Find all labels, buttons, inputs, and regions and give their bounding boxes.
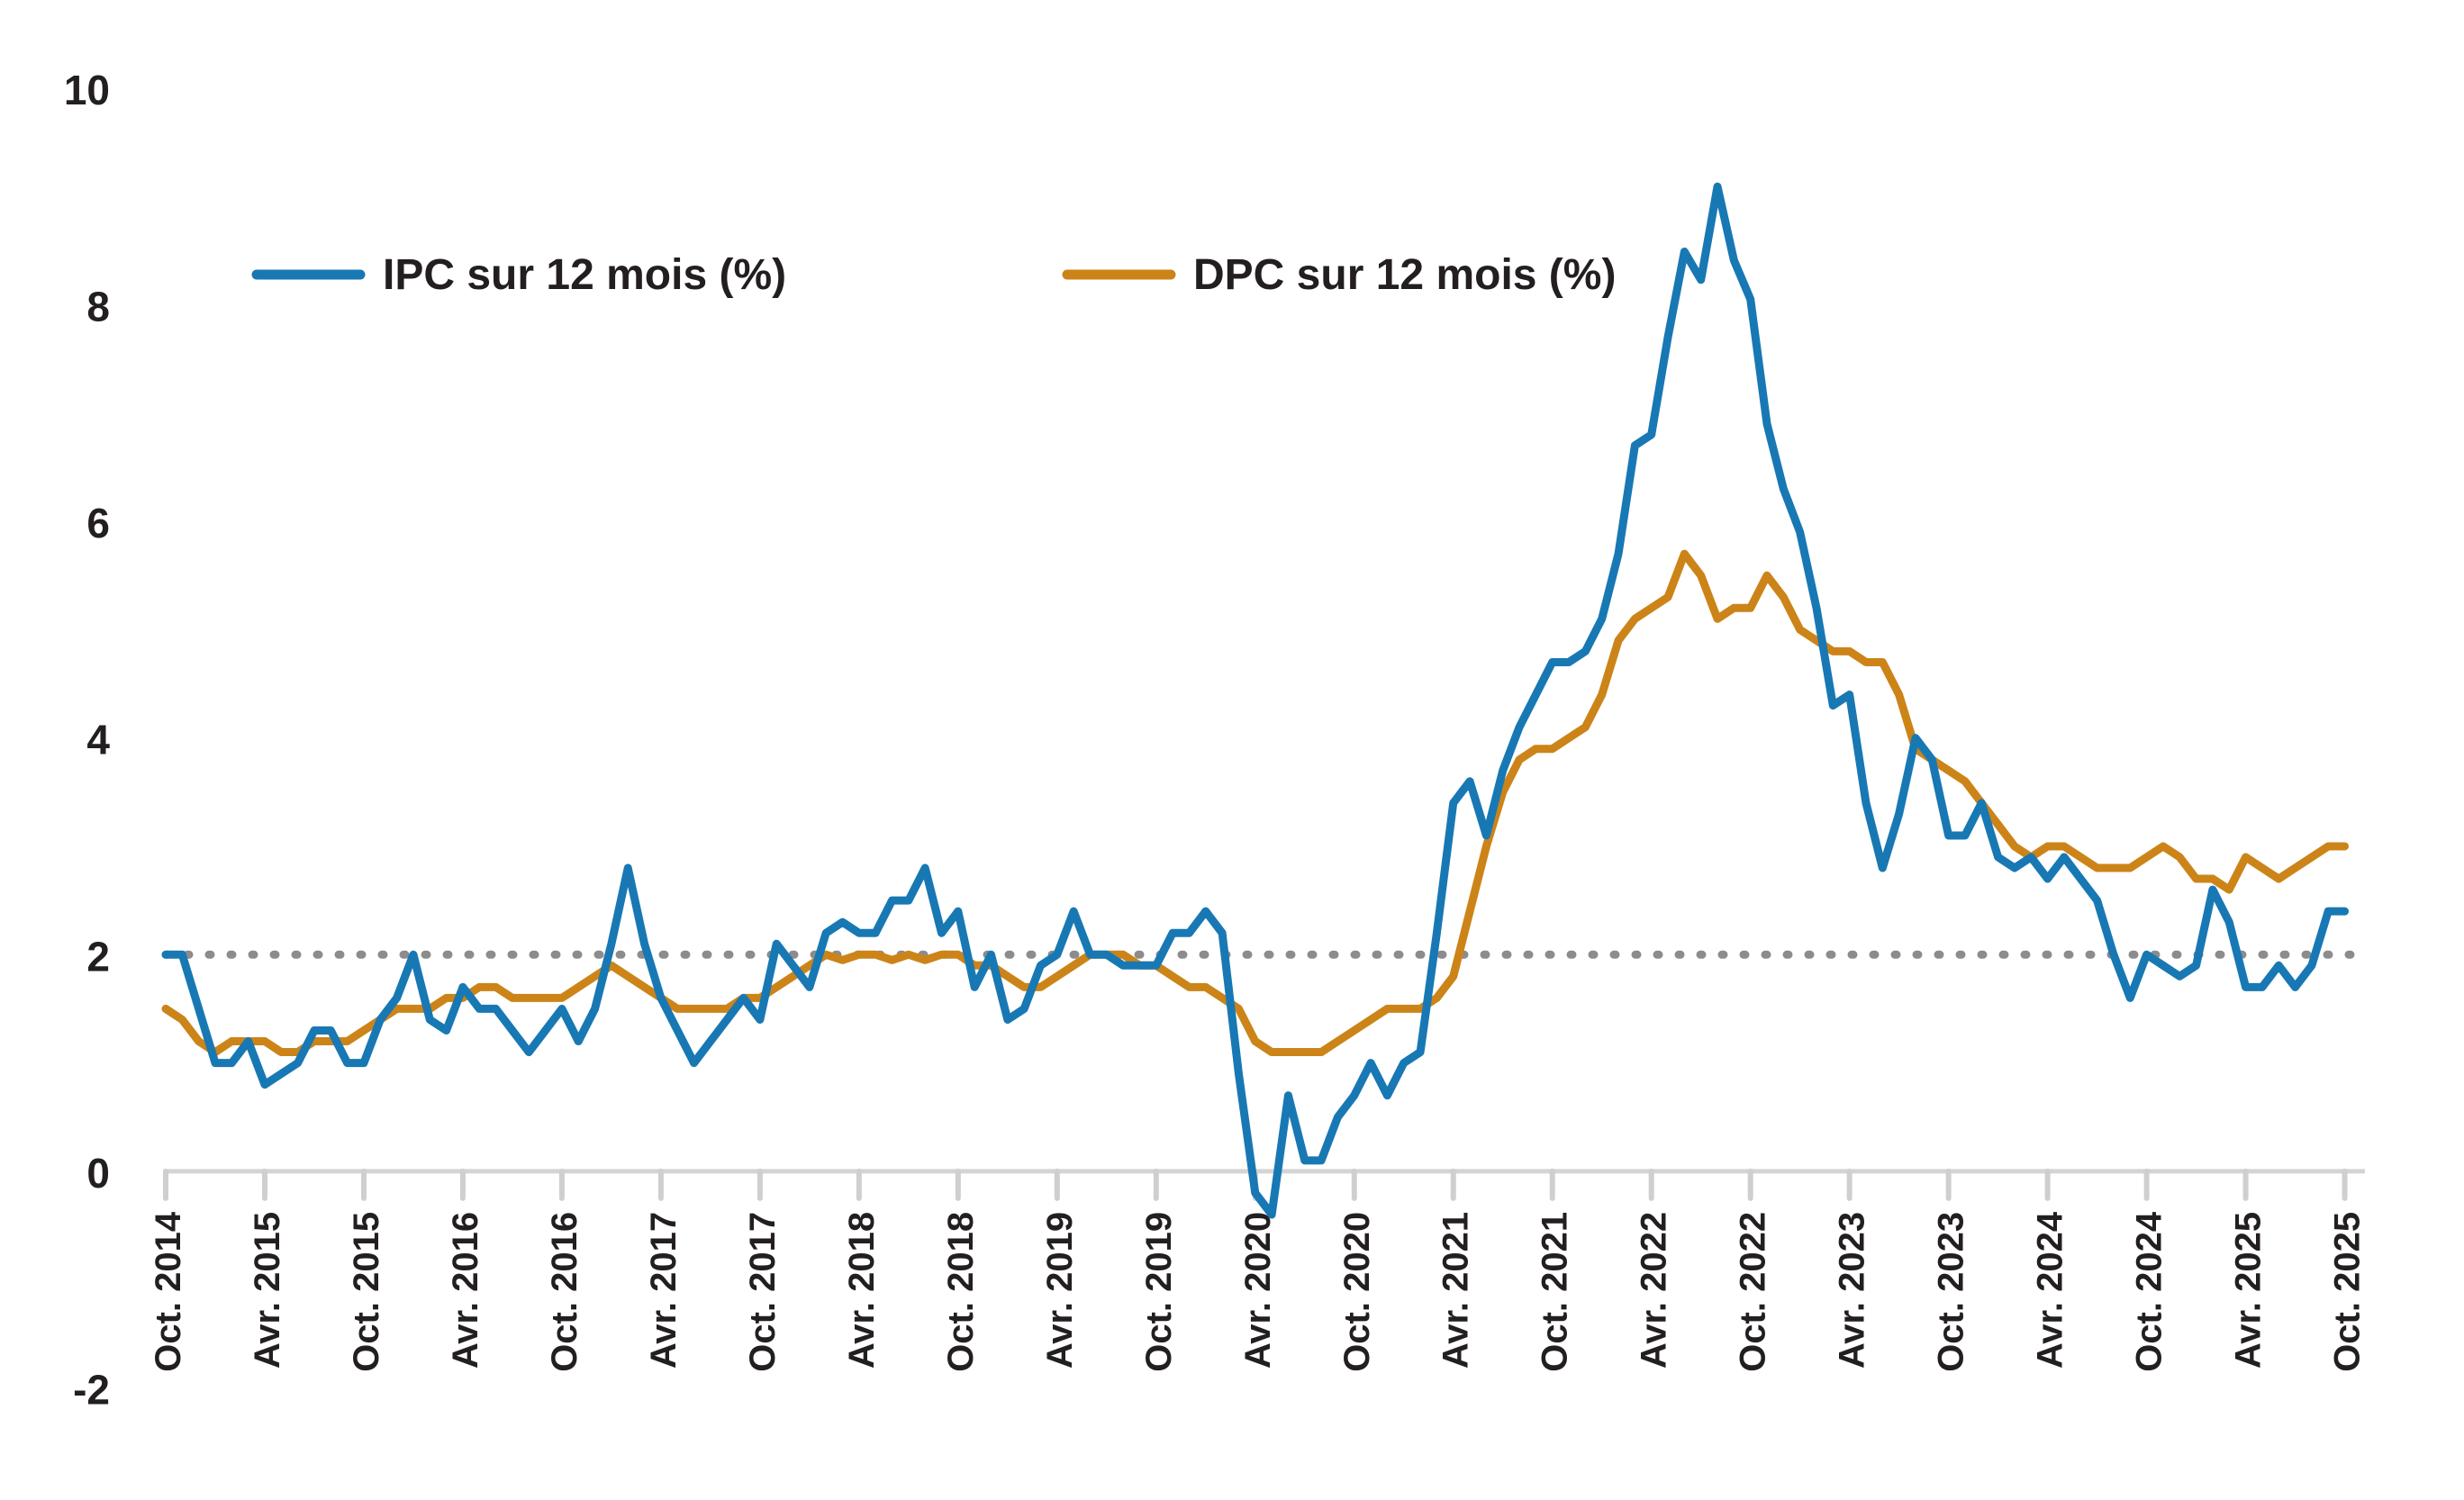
svg-text:Oct. 2023: Oct. 2023 <box>1932 1212 1971 1372</box>
svg-text:Oct. 2015: Oct. 2015 <box>347 1212 386 1372</box>
svg-text:Oct. 2018: Oct. 2018 <box>941 1212 981 1372</box>
svg-text:6: 6 <box>86 500 110 547</box>
svg-text:Avr. 2019: Avr. 2019 <box>1040 1212 1080 1369</box>
svg-text:Avr. 2020: Avr. 2020 <box>1238 1212 1278 1369</box>
svg-text:Oct. 2024: Oct. 2024 <box>2130 1211 2170 1372</box>
svg-text:IPC sur 12 mois (%): IPC sur 12 mois (%) <box>383 251 786 299</box>
svg-text:DPC sur 12 mois (%): DPC sur 12 mois (%) <box>1193 251 1616 299</box>
svg-text:Oct. 2016: Oct. 2016 <box>545 1212 584 1372</box>
svg-text:Oct. 2025: Oct. 2025 <box>2328 1212 2368 1372</box>
svg-text:Oct. 2022: Oct. 2022 <box>1734 1212 1773 1372</box>
svg-text:Avr. 2016: Avr. 2016 <box>446 1212 485 1369</box>
svg-text:Oct. 2020: Oct. 2020 <box>1337 1212 1377 1372</box>
svg-text:Oct. 2014: Oct. 2014 <box>149 1211 188 1372</box>
svg-text:0: 0 <box>86 1150 110 1197</box>
svg-text:Avr. 2015: Avr. 2015 <box>248 1212 287 1369</box>
svg-text:Avr. 2023: Avr. 2023 <box>1833 1212 1872 1369</box>
svg-text:Avr. 2024: Avr. 2024 <box>2031 1211 2070 1369</box>
svg-text:Avr. 2018: Avr. 2018 <box>842 1212 882 1369</box>
svg-text:-2: -2 <box>73 1367 110 1414</box>
svg-text:Avr. 2025: Avr. 2025 <box>2229 1212 2269 1369</box>
svg-text:2: 2 <box>86 933 110 980</box>
svg-text:Avr. 2022: Avr. 2022 <box>1635 1212 1674 1369</box>
svg-text:Oct. 2019: Oct. 2019 <box>1139 1212 1179 1372</box>
svg-text:Oct. 2017: Oct. 2017 <box>743 1212 783 1372</box>
svg-text:8: 8 <box>86 283 110 330</box>
svg-text:4: 4 <box>86 717 110 764</box>
svg-text:Oct. 2021: Oct. 2021 <box>1535 1212 1575 1372</box>
svg-text:10: 10 <box>64 67 110 113</box>
svg-text:Avr. 2017: Avr. 2017 <box>644 1212 684 1369</box>
svg-text:Avr. 2021: Avr. 2021 <box>1436 1212 1476 1369</box>
